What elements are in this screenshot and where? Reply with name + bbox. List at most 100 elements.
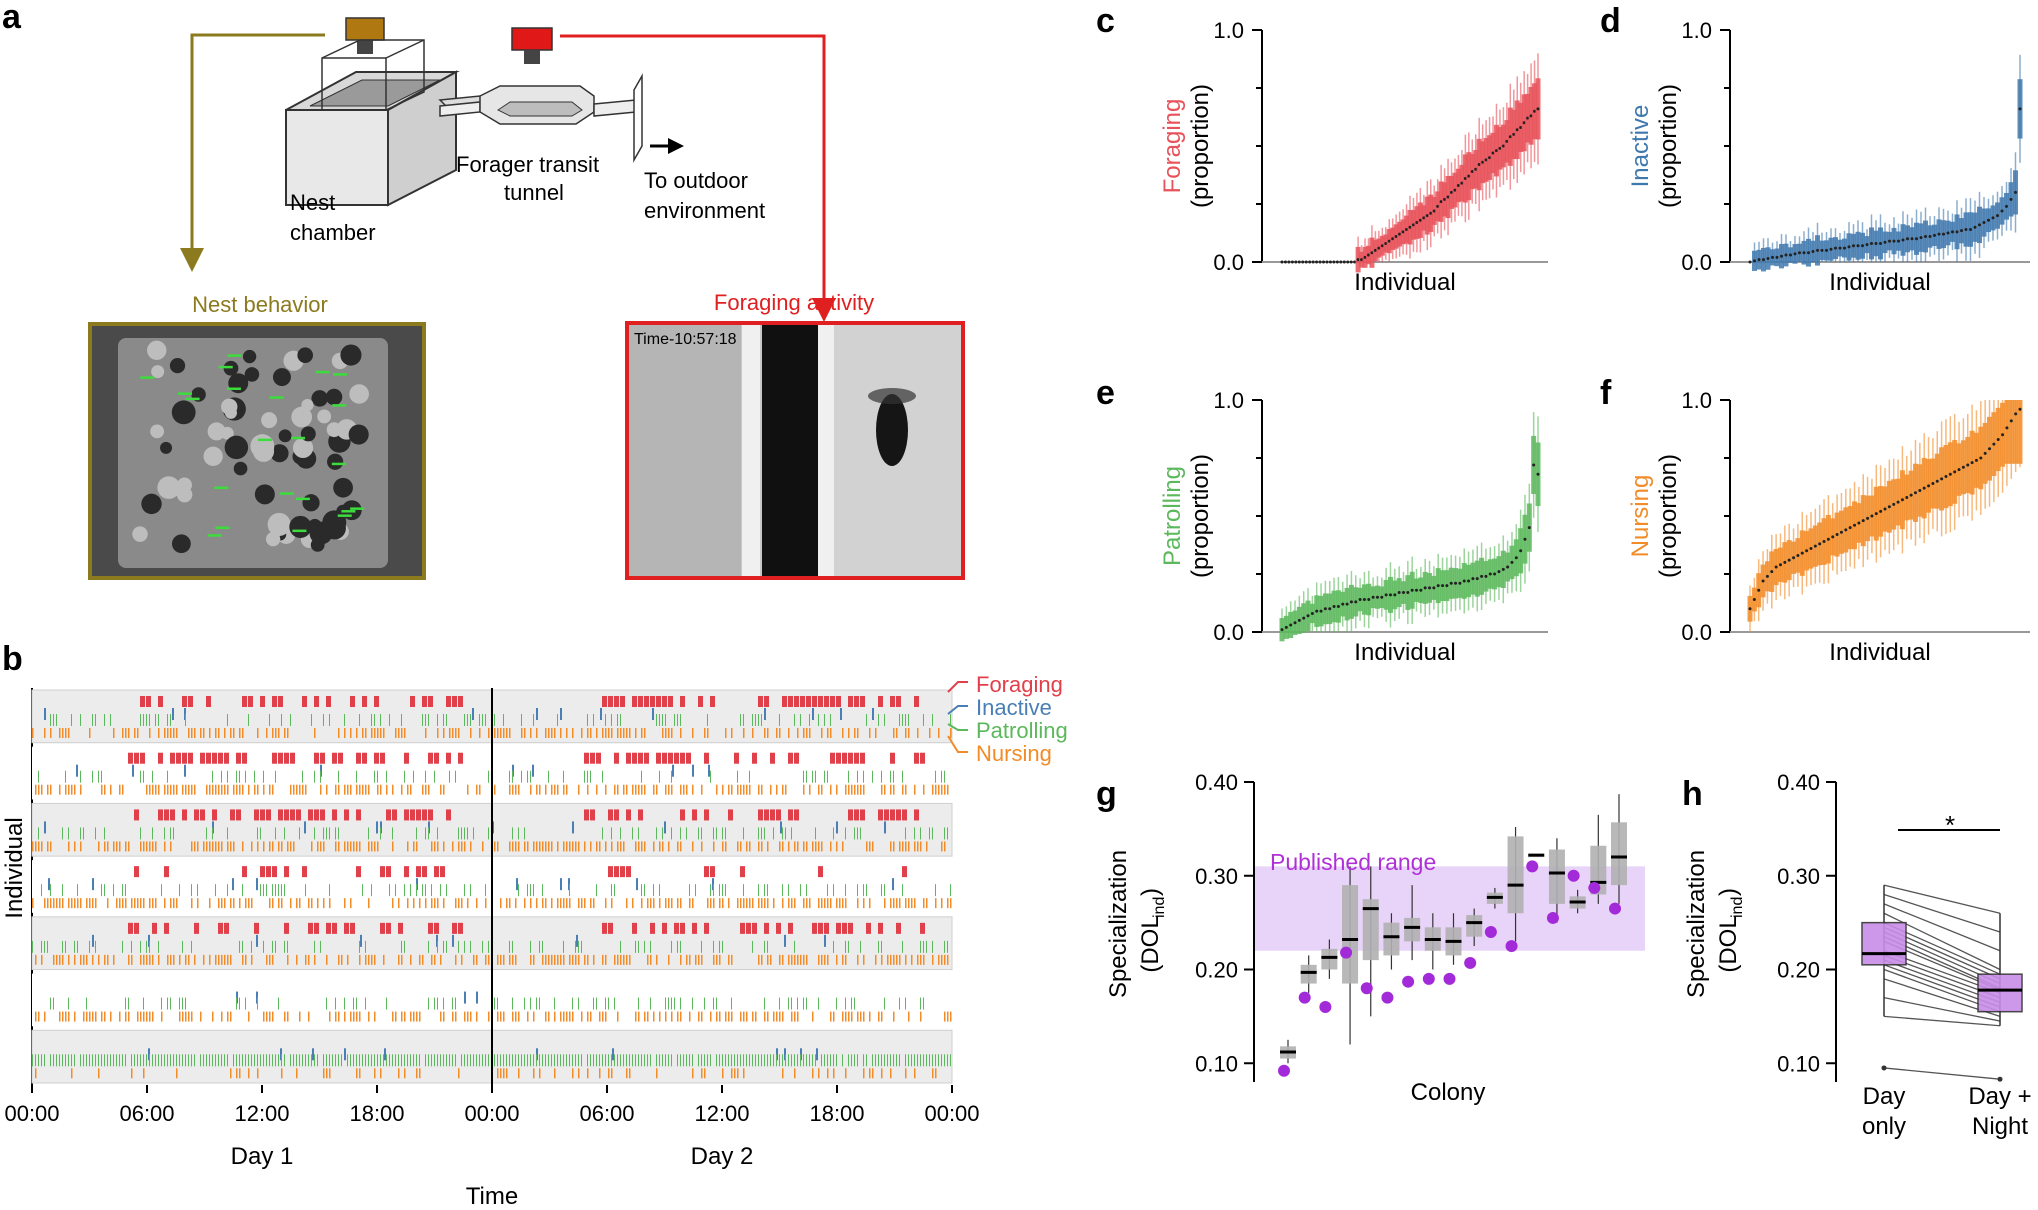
nursing-mark: [821, 841, 823, 852]
nursing-mark: [605, 784, 607, 795]
nursing-mark: [890, 784, 892, 795]
nursing-mark: [749, 784, 751, 795]
nursing-mark: [515, 841, 517, 852]
patrolling-mark: [389, 884, 390, 897]
patrolling-mark: [251, 940, 252, 953]
nursing-mark: [893, 841, 895, 852]
nursing-mark: [527, 1011, 529, 1022]
paired-line: [1883, 1015, 2001, 1027]
nursing-mark: [566, 1011, 568, 1022]
patrolling-mark: [707, 714, 708, 726]
nursing-mark: [779, 1011, 781, 1022]
patrolling-mark: [245, 997, 246, 1010]
nursing-mark: [224, 954, 226, 965]
patrolling-mark: [572, 1054, 573, 1067]
nursing-mark: [701, 954, 703, 965]
patrolling-mark: [494, 714, 495, 726]
nursing-mark: [830, 784, 832, 795]
nursing-mark: [353, 1011, 355, 1022]
nursing-mark: [644, 728, 646, 738]
patrolling-mark: [497, 1054, 498, 1067]
nursing-mark: [440, 1011, 442, 1022]
patrolling-mark: [764, 827, 765, 840]
nursing-mark: [143, 898, 145, 909]
individual-median: [1308, 260, 1312, 264]
individual-median: [1284, 625, 1288, 629]
patrolling-mark: [641, 770, 642, 783]
colony-box: [1507, 836, 1524, 914]
nursing-mark: [98, 954, 100, 965]
foraging-mark: [680, 752, 685, 764]
patrolling-mark: [461, 827, 462, 840]
foraging-mark: [632, 752, 637, 764]
nursing-mark: [530, 728, 532, 738]
nursing-mark: [665, 784, 667, 795]
patrolling-mark: [476, 1054, 477, 1067]
nursing-mark: [680, 954, 682, 965]
patrolling-mark: [458, 827, 459, 840]
nursing-mark: [221, 954, 223, 965]
patrolling-mark: [275, 940, 276, 953]
individual-median: [1905, 495, 1909, 499]
nursing-mark: [278, 841, 280, 852]
nursing-mark: [209, 728, 211, 738]
nursing-mark: [413, 898, 415, 909]
patrolling-mark: [359, 714, 360, 726]
colony-published-point: [1567, 869, 1580, 882]
nursing-mark: [416, 841, 418, 852]
nursing-mark: [767, 898, 769, 909]
nursing-mark: [338, 784, 340, 795]
individual-median: [1996, 437, 2000, 441]
individual-median: [1901, 238, 1905, 242]
patrolling-mark: [320, 770, 321, 783]
tag-label: [295, 497, 310, 501]
y-tick-label-top: 1.0: [1681, 388, 1712, 413]
patrolling-mark: [395, 1054, 396, 1067]
nursing-mark: [215, 784, 217, 795]
nursing-mark: [560, 728, 562, 738]
foraging-mark: [896, 922, 901, 934]
nursing-mark: [368, 841, 370, 852]
inactive-mark: [692, 764, 694, 777]
nursing-mark: [401, 1011, 403, 1022]
patrolling-mark: [845, 997, 846, 1010]
nursing-mark: [290, 841, 292, 852]
patrolling-mark: [62, 884, 63, 897]
patrolling-mark: [545, 1054, 546, 1067]
individual-median: [1835, 533, 1839, 537]
foraging-mark: [134, 922, 139, 934]
patrolling-mark: [380, 714, 381, 726]
nursing-mark: [869, 841, 871, 852]
patrolling-mark: [59, 1054, 60, 1067]
individual-median: [1783, 560, 1787, 564]
foraging-mark: [674, 752, 679, 764]
patrolling-mark: [269, 714, 270, 726]
inactive-mark: [636, 878, 638, 891]
nursing-mark: [914, 1068, 916, 1079]
nursing-mark: [632, 898, 634, 909]
inactive-mark: [840, 708, 842, 720]
nursing-mark: [506, 898, 508, 909]
nursing-mark: [557, 784, 559, 795]
nursing-mark: [467, 1011, 469, 1022]
nest-bee: [265, 531, 281, 547]
nursing-mark: [587, 954, 589, 965]
patrolling-mark: [362, 884, 363, 897]
x-axis-label: Individual: [1354, 269, 1455, 296]
nursing-mark: [566, 841, 568, 852]
foraging-mark: [284, 809, 289, 821]
nursing-mark: [425, 898, 427, 909]
nursing-mark: [596, 728, 598, 738]
nursing-mark: [560, 898, 562, 909]
nursing-mark: [158, 728, 160, 738]
nursing-mark: [368, 1011, 370, 1022]
individual-median: [1410, 588, 1414, 592]
nursing-mark: [590, 841, 592, 852]
nursing-mark: [494, 841, 496, 852]
individual-median: [1453, 188, 1457, 192]
nursing-mark: [875, 954, 877, 965]
nursing-mark: [929, 728, 931, 738]
nursing-mark: [848, 728, 850, 738]
individual-bar: [2004, 400, 2010, 464]
individual-median: [1805, 549, 1809, 553]
